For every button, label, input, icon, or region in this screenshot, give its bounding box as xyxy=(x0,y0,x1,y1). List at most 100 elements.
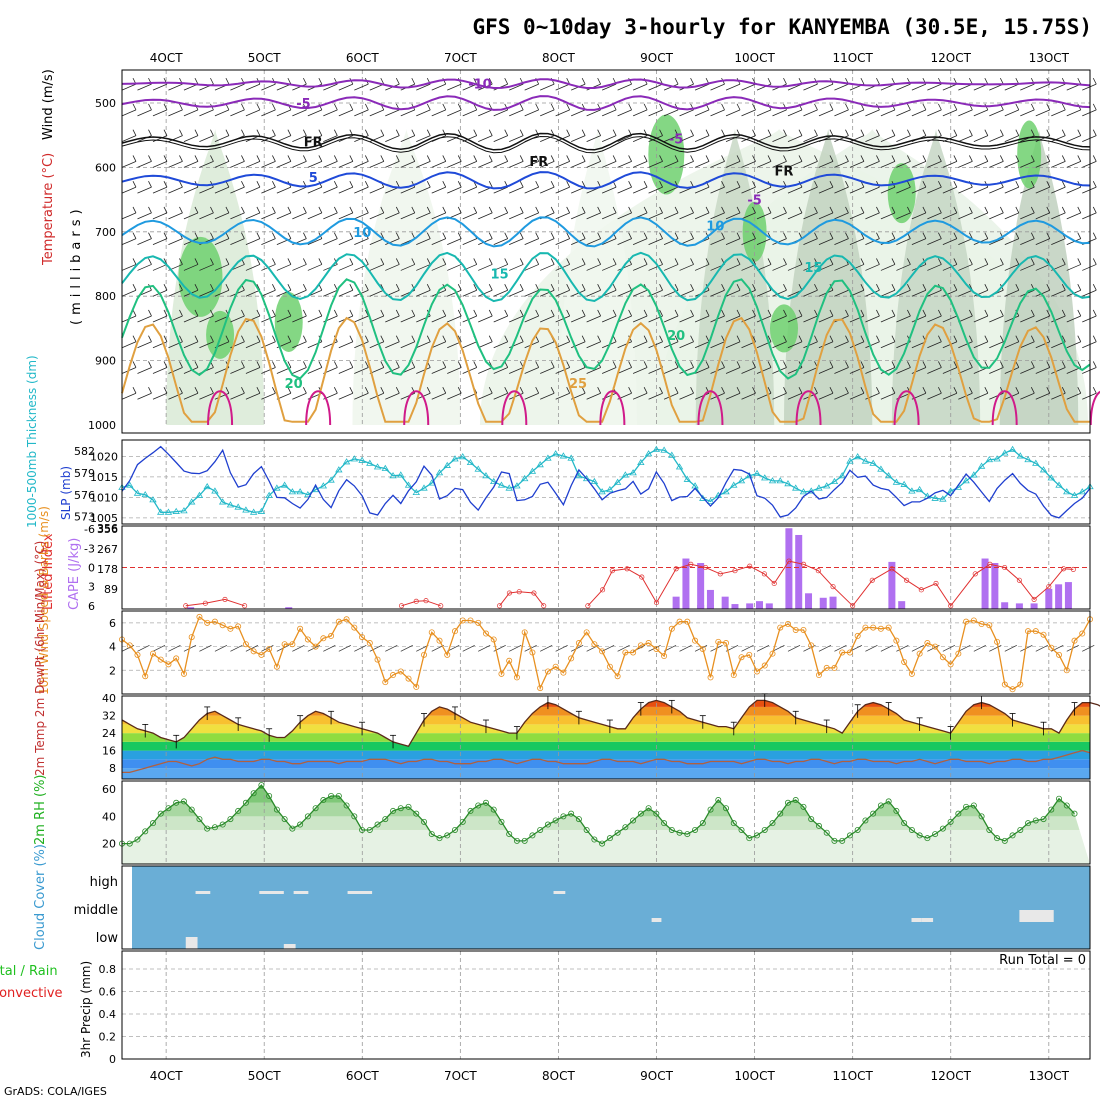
wind-barb xyxy=(121,135,137,143)
rh-point xyxy=(560,813,567,820)
wind-barb xyxy=(540,264,555,271)
wind-barb xyxy=(307,367,323,374)
wind-barb xyxy=(880,341,896,349)
wind-speed-point xyxy=(839,649,846,656)
wind-barb xyxy=(756,289,772,297)
warm-isotherm-loop xyxy=(207,390,234,426)
wind-barb xyxy=(849,392,865,400)
isotherm-line xyxy=(121,216,1091,248)
wind-barb-flag xyxy=(891,129,896,136)
wind-barb xyxy=(818,83,834,91)
wind-barb-flag xyxy=(488,232,493,239)
wind-barb-flag xyxy=(210,155,214,162)
wind-barb xyxy=(1020,367,1035,374)
wind-barb xyxy=(183,109,199,117)
wind-barb-flag xyxy=(550,206,555,214)
wind-barb-flag xyxy=(535,309,540,317)
wind-barb-flag xyxy=(1046,387,1051,394)
wind-barb xyxy=(121,238,137,246)
wind-barb xyxy=(1066,341,1081,349)
wind-barb-flag xyxy=(303,387,307,394)
wind-barb-flag xyxy=(643,335,648,342)
wind-barb xyxy=(462,161,477,168)
lifted-index-point xyxy=(1046,584,1052,590)
thickness-point xyxy=(621,471,630,478)
rh-point xyxy=(529,832,536,839)
surface-wind-barb xyxy=(741,644,754,652)
wind-speed-point xyxy=(149,650,156,657)
wind-barb xyxy=(741,109,756,117)
wind-barb xyxy=(245,238,261,246)
wind-barb xyxy=(261,83,276,91)
wind-barb-flag xyxy=(148,103,152,111)
wind-barb xyxy=(199,109,214,117)
wind-barb xyxy=(1035,161,1050,168)
wind-barb-flag xyxy=(1046,155,1051,162)
wind-barb xyxy=(834,238,849,246)
wind-barb-flag xyxy=(442,361,447,368)
wind-barb xyxy=(214,212,230,220)
wind-speed-point xyxy=(963,618,970,625)
wind-barb xyxy=(524,83,539,91)
wind-speed-point xyxy=(343,616,350,623)
rh-point xyxy=(428,831,435,838)
wind-barb xyxy=(787,392,803,400)
precip-tick-label: 0.4 xyxy=(99,1008,117,1021)
rh-point xyxy=(250,790,257,797)
wind-barb xyxy=(958,238,973,246)
wind-barb xyxy=(261,212,276,220)
wind-barb-flag xyxy=(395,155,400,162)
cape-bar xyxy=(795,534,803,609)
thickness-point xyxy=(706,497,715,504)
wind-barb xyxy=(803,83,818,91)
cape-tick-label: 178 xyxy=(97,563,118,576)
wind-tick-label: 6 xyxy=(109,617,116,630)
wind-barb xyxy=(323,212,338,220)
wind-axis-label: Wind (m/s) xyxy=(41,69,56,140)
rh-point xyxy=(1032,817,1039,824)
wind-barb xyxy=(772,186,787,194)
wind-barb xyxy=(509,161,524,168)
wind-barb-flag xyxy=(364,309,369,317)
wind-speed-point xyxy=(490,636,497,643)
wind-barb xyxy=(199,315,214,323)
wind-barb-flag xyxy=(721,361,725,368)
slp-tick-label: 1010 xyxy=(90,491,118,504)
wind-barb-flag xyxy=(163,155,168,162)
wind-barb-flag xyxy=(179,361,183,368)
rh-point xyxy=(800,803,807,810)
wind-barb xyxy=(338,161,353,168)
wind-speed-point xyxy=(707,674,714,681)
wind-barb xyxy=(1004,186,1019,194)
rh-point xyxy=(157,810,164,817)
wind-barb xyxy=(1066,238,1081,246)
wind-barb-flag xyxy=(628,180,632,188)
cloud-tick-label: low xyxy=(96,931,119,946)
wind-barb xyxy=(152,367,168,374)
wind-barb-flag xyxy=(411,232,416,239)
surface-wind-barb xyxy=(354,644,367,652)
wind-barb-flag xyxy=(721,232,725,239)
wind-barb xyxy=(1066,161,1081,168)
wind-barb-flag xyxy=(1015,206,1020,214)
rh-point xyxy=(242,799,249,806)
wind-barb-flag xyxy=(705,335,710,342)
wind-barb-flag xyxy=(333,129,338,136)
wind-barb xyxy=(385,264,400,271)
wind-barb xyxy=(509,367,524,374)
wind-barb xyxy=(462,238,477,246)
wind-barb-flag xyxy=(1092,103,1097,111)
lifted-index-point xyxy=(869,577,875,583)
thickness-point xyxy=(133,489,142,496)
rh-point xyxy=(707,806,714,813)
wind-barb xyxy=(261,315,276,323)
wind-speed-point xyxy=(583,629,590,636)
wind-barb-flag xyxy=(1061,129,1066,136)
wind-barb xyxy=(648,161,663,168)
wind-barb-flag xyxy=(380,361,385,368)
wind-barb-flag xyxy=(999,129,1004,136)
wind-barb-flag xyxy=(1046,103,1051,111)
surface-wind-barb xyxy=(818,644,832,652)
surface-wind-barb xyxy=(911,644,925,652)
wind-barb-flag xyxy=(736,309,741,317)
